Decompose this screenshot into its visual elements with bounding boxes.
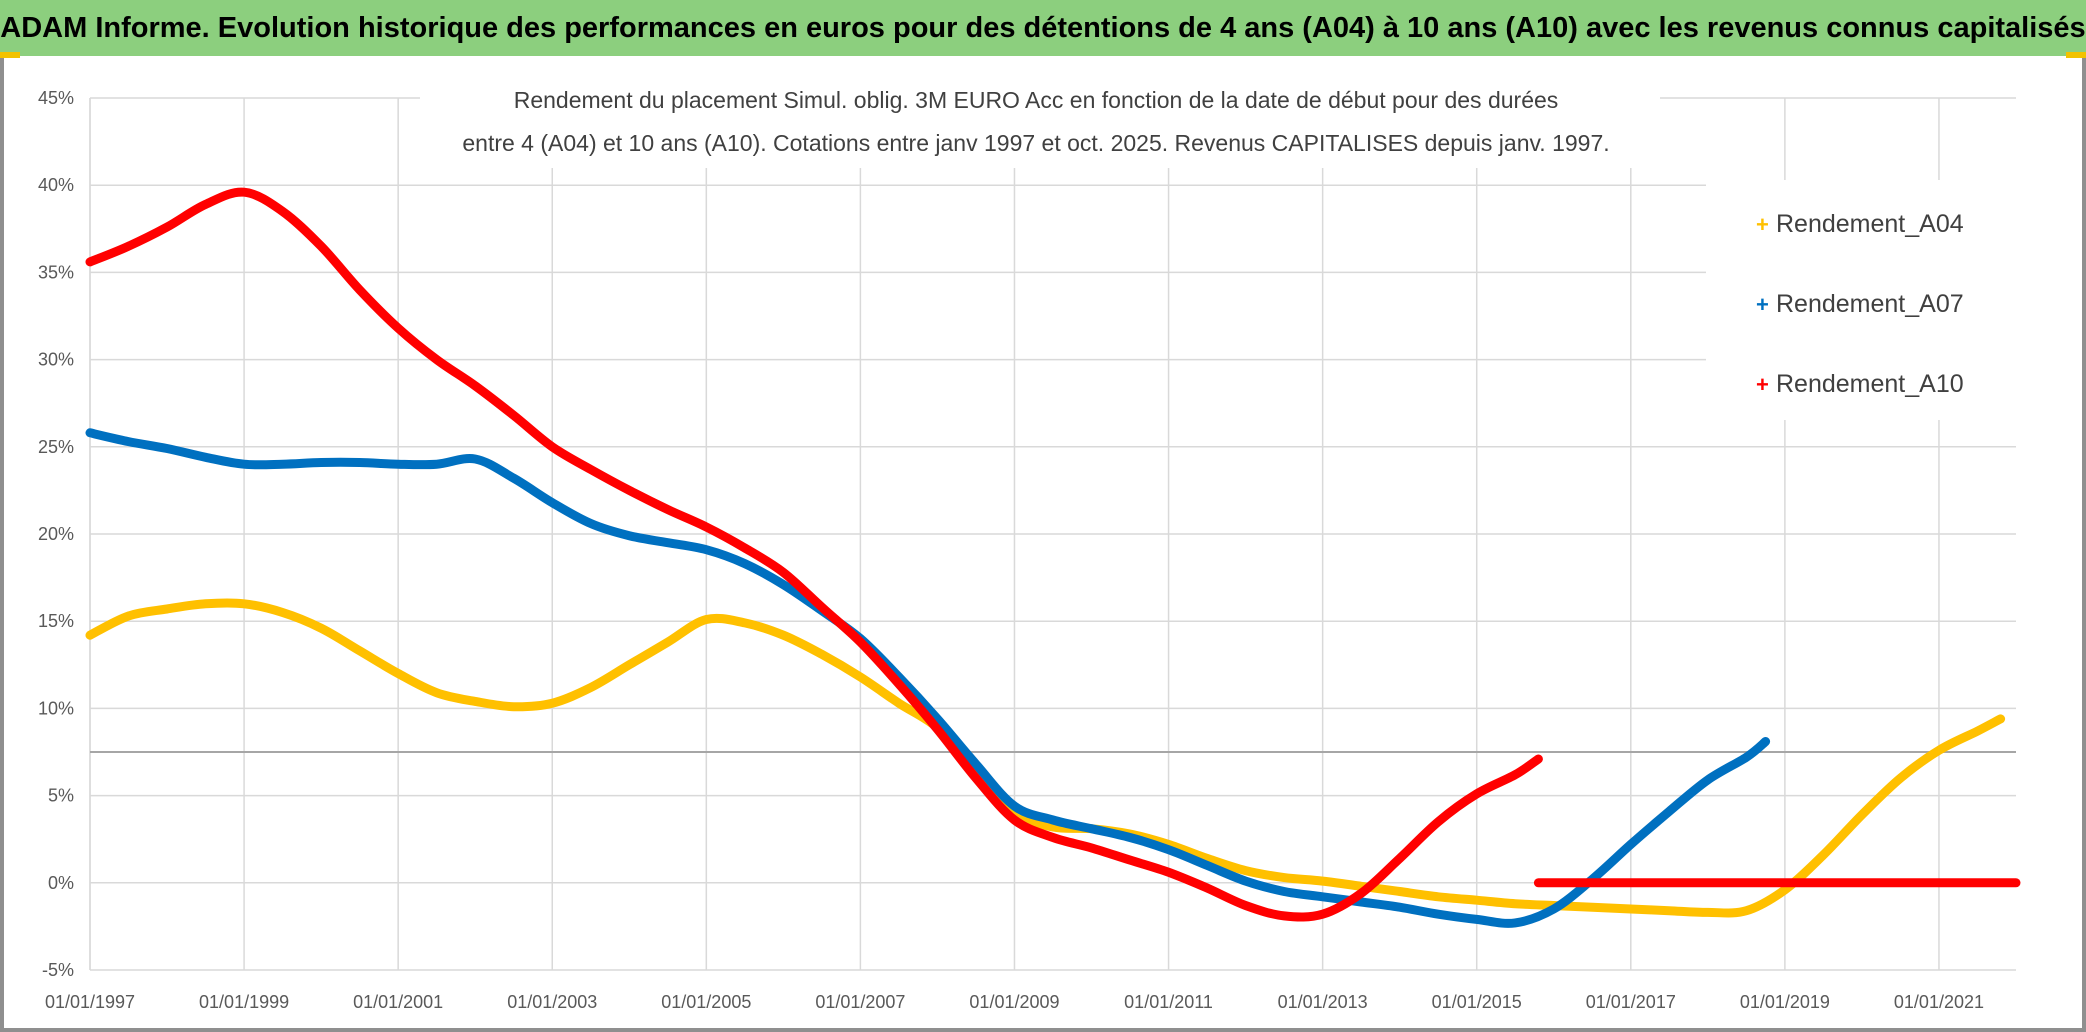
subtitle-background [420, 78, 1660, 168]
x-tick-label: 01/01/2005 [661, 992, 751, 1012]
x-axis-tick-labels: 01/01/1997 01/01/1999 01/01/2001 01/01/2003… [45, 992, 1984, 1012]
series-rendement-a04-line [85, 598, 2006, 918]
y-tick-label: 45% [38, 88, 74, 108]
chart-subtitle-line-2: entre 4 (A04) et 10 ans (A10). Cotations… [462, 130, 1609, 156]
y-axis-tick-labels: 45% 40% 35% 30% 25% 20% 15% 10% 5% 0% -5% [38, 88, 74, 980]
x-tick-label: 01/01/1999 [199, 992, 289, 1012]
x-tick-label: 01/01/2011 [1124, 992, 1213, 1012]
banner-corner-left [0, 52, 20, 58]
y-tick-label: 30% [38, 350, 74, 370]
x-tick-label: 01/01/2013 [1278, 992, 1368, 1012]
y-tick-label: 0% [48, 873, 74, 893]
y-tick-label: 15% [38, 611, 74, 631]
x-tick-label: 01/01/2015 [1432, 992, 1522, 1012]
legend: + Rendement_A04 + Rendement_A07 + Rendem… [1706, 180, 2016, 420]
x-tick-label: 01/01/2017 [1586, 992, 1676, 1012]
legend-label-a07: Rendement_A07 [1776, 290, 1964, 318]
y-tick-label: 25% [38, 437, 74, 457]
legend-background [1706, 180, 2016, 420]
legend-label-a04: Rendement_A04 [1776, 210, 1964, 238]
report-banner-title: ADAM Informe. Evolution historique des p… [0, 0, 2086, 56]
x-tick-label: 01/01/2021 [1894, 992, 1984, 1012]
x-tick-label: 01/01/2019 [1740, 992, 1830, 1012]
series-rendement-a07-line [85, 428, 1771, 928]
y-tick-label: 40% [38, 175, 74, 195]
legend-label-a10: Rendement_A10 [1776, 370, 1964, 398]
x-tick-label: 01/01/2001 [353, 992, 443, 1012]
y-tick-label: 35% [38, 262, 74, 282]
y-tick-label: -5% [42, 960, 74, 980]
x-tick-label: 01/01/1997 [45, 992, 135, 1012]
x-tick-label: 01/01/2007 [815, 992, 905, 1012]
legend-marker-a10: + [1756, 372, 1769, 397]
y-tick-label: 10% [38, 698, 74, 718]
legend-marker-a04: + [1756, 212, 1769, 237]
banner-corner-right [2066, 52, 2086, 58]
x-tick-label: 01/01/2009 [969, 992, 1059, 1012]
y-tick-label: 20% [38, 524, 74, 544]
x-tick-label: 01/01/2003 [507, 992, 597, 1012]
series-rendement-a10-line [85, 187, 1543, 922]
series-group [85, 187, 2021, 928]
legend-marker-a07: + [1756, 292, 1769, 317]
y-tick-label: 5% [48, 786, 74, 806]
chart-subtitle-line-1: Rendement du placement Simul. oblig. 3M … [514, 87, 1559, 113]
